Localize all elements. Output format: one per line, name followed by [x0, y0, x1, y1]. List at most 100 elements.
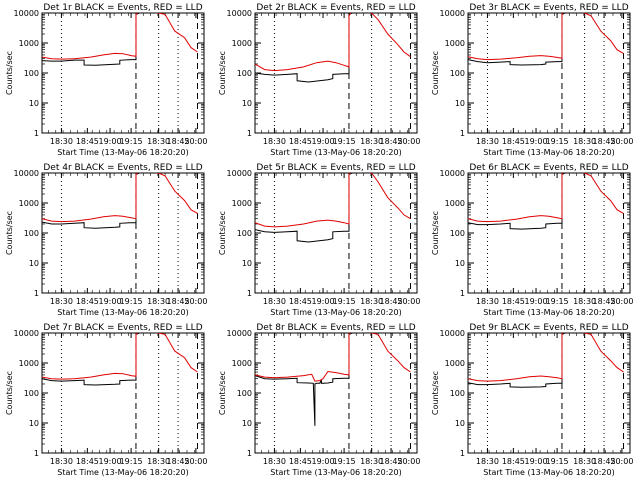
y-tick-label: 1000: [232, 359, 252, 368]
x-tick-label: 19:15: [546, 137, 569, 146]
y-tick-label: 10000: [440, 169, 465, 178]
x-tick-label: 18:45: [289, 137, 312, 146]
x-tick-label: 18:30: [147, 137, 170, 146]
plot-frame: [254, 12, 418, 134]
y-axis-label: Counts/sec: [218, 371, 227, 415]
y-axis-label: Counts/sec: [5, 211, 14, 255]
plot-frame: [41, 12, 205, 134]
y-tick-label: 10: [455, 419, 465, 428]
plot-frame: [467, 172, 631, 294]
chart-title: Det 4r BLACK = Events, RED = LLD: [43, 163, 202, 173]
x-tick-label: 19:15: [120, 137, 143, 146]
x-tick-label: 18:30: [263, 457, 286, 466]
x-tick-label: 18:30: [360, 137, 383, 146]
series-line-lld: [255, 13, 411, 72]
y-tick-label: 100: [450, 389, 465, 398]
chart-panel-5: Det 5r BLACK = Events, RED = LLD Counts/s…: [218, 163, 420, 317]
chart-title: Det 7r BLACK = Events, RED = LLD: [43, 323, 202, 333]
x-tick-label: 18:45: [76, 297, 99, 306]
x-axis-label: Start Time (13-May-06 18:20:20): [57, 468, 188, 477]
y-tick-label: 1000: [19, 359, 39, 368]
y-tick-label: 10000: [14, 9, 39, 18]
y-tick-label: 10000: [227, 9, 252, 18]
x-axis-label: Start Time (13-May-06 18:20:20): [270, 148, 401, 157]
y-tick-label: 100: [450, 69, 465, 78]
x-tick-label: 18:45: [380, 457, 403, 466]
y-tick-label: 10: [455, 99, 465, 108]
x-tick-label: 18:30: [263, 137, 286, 146]
series-line-lld: [255, 333, 411, 382]
x-tick-label: 20:00: [397, 137, 420, 146]
y-tick-label: 1000: [445, 359, 465, 368]
x-tick-label: 18:45: [502, 297, 525, 306]
y-axis-label: Counts/sec: [431, 51, 440, 95]
plot-frame: [41, 332, 205, 454]
x-tick-label: 18:45: [167, 137, 190, 146]
x-tick-label: 18:45: [289, 297, 312, 306]
x-tick-label: 18:45: [593, 457, 616, 466]
x-tick-label: 18:30: [573, 137, 596, 146]
y-tick-label: 1: [460, 289, 465, 298]
x-tick-label: 19:15: [333, 457, 356, 466]
x-tick-label: 19:00: [312, 297, 335, 306]
x-tick-label: 18:45: [380, 137, 403, 146]
y-tick-label: 1000: [232, 199, 252, 208]
series-line-lld: [42, 173, 198, 223]
x-tick-label: 18:45: [380, 297, 403, 306]
x-tick-label: 19:15: [120, 297, 143, 306]
x-tick-label: 19:15: [333, 137, 356, 146]
x-tick-label: 19:00: [312, 137, 335, 146]
series-line-lld: [468, 333, 624, 382]
y-tick-label: 1000: [445, 199, 465, 208]
y-axis-label: Counts/sec: [218, 211, 227, 255]
chart-panel-6: Det 6r BLACK = Events, RED = LLD Counts/s…: [431, 163, 633, 317]
x-axis-label: Start Time (13-May-06 18:20:20): [57, 308, 188, 317]
x-tick-label: 18:45: [502, 457, 525, 466]
x-tick-label: 18:30: [147, 297, 170, 306]
x-tick-label: 20:00: [397, 297, 420, 306]
series-line-events: [255, 333, 356, 426]
chart-panel-4: Det 4r BLACK = Events, RED = LLD Counts/s…: [5, 163, 207, 317]
x-axis-label: Start Time (13-May-06 18:20:20): [483, 468, 614, 477]
series-line-events: [468, 333, 569, 388]
y-tick-label: 10: [29, 419, 39, 428]
x-axis-label: Start Time (13-May-06 18:20:20): [483, 148, 614, 157]
y-tick-label: 10: [455, 259, 465, 268]
y-tick-label: 1000: [19, 199, 39, 208]
chart-panel-8: Det 8r BLACK = Events, RED = LLD Counts/s…: [218, 323, 420, 477]
x-tick-label: 19:00: [525, 297, 548, 306]
y-tick-label: 10: [29, 259, 39, 268]
plot-frame: [41, 172, 205, 294]
x-tick-label: 18:30: [360, 297, 383, 306]
y-tick-label: 1: [247, 449, 252, 458]
y-tick-label: 100: [237, 69, 252, 78]
y-axis-label: Counts/sec: [5, 51, 14, 95]
chart-title: Det 8r BLACK = Events, RED = LLD: [256, 323, 415, 333]
plot-frame: [254, 332, 418, 454]
x-tick-label: 18:30: [263, 297, 286, 306]
y-tick-label: 100: [450, 229, 465, 238]
x-axis-label: Start Time (13-May-06 18:20:20): [57, 148, 188, 157]
x-tick-label: 18:45: [76, 457, 99, 466]
chart-title: Det 2r BLACK = Events, RED = LLD: [256, 3, 415, 13]
y-tick-label: 10000: [227, 169, 252, 178]
x-tick-label: 20:00: [184, 297, 207, 306]
y-tick-label: 10000: [227, 329, 252, 338]
series-line-events: [468, 173, 569, 230]
x-tick-label: 18:45: [76, 137, 99, 146]
x-tick-label: 18:30: [50, 137, 73, 146]
x-tick-label: 18:45: [167, 297, 190, 306]
plot-frame: [254, 172, 418, 294]
chart-panel-2: Det 2r BLACK = Events, RED = LLD Counts/s…: [218, 3, 420, 157]
x-tick-label: 18:45: [593, 137, 616, 146]
x-tick-label: 20:00: [610, 457, 633, 466]
x-tick-label: 19:00: [525, 457, 548, 466]
x-axis-label: Start Time (13-May-06 18:20:20): [270, 308, 401, 317]
x-tick-label: 18:30: [476, 457, 499, 466]
plot-frame: [467, 12, 631, 134]
y-tick-label: 1000: [232, 39, 252, 48]
chart-title: Det 5r BLACK = Events, RED = LLD: [256, 163, 415, 173]
y-tick-label: 1: [460, 129, 465, 138]
y-tick-label: 1000: [445, 39, 465, 48]
